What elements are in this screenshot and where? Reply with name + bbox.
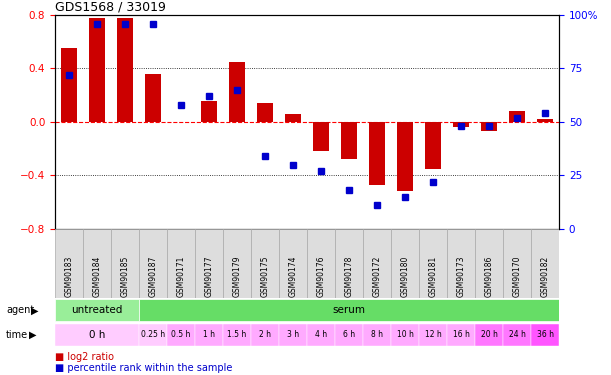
Text: GSM90184: GSM90184 (92, 255, 101, 297)
Bar (139, 324, 167, 346)
Bar (145, 74, 161, 122)
Bar (251, 229, 279, 298)
Bar (425, 122, 441, 169)
Text: GSM90175: GSM90175 (260, 255, 269, 297)
Text: GDS1568 / 33019: GDS1568 / 33019 (55, 1, 166, 14)
Bar (447, 229, 475, 298)
Text: ▶: ▶ (29, 330, 36, 340)
Bar (531, 324, 559, 346)
Bar (307, 229, 335, 298)
Text: time: time (6, 330, 28, 340)
Text: 0.25 h: 0.25 h (141, 330, 165, 339)
Bar (475, 229, 503, 298)
Bar (368, 122, 386, 184)
Bar (285, 114, 301, 122)
Bar (313, 122, 329, 151)
Text: GSM90181: GSM90181 (428, 255, 437, 297)
Bar (55, 324, 139, 346)
Text: agent: agent (6, 305, 34, 315)
Text: 2 h: 2 h (259, 330, 271, 339)
Text: serum: serum (332, 305, 365, 315)
Bar (419, 229, 447, 298)
Bar (83, 229, 111, 298)
Text: GSM90186: GSM90186 (485, 255, 494, 297)
Text: GSM90179: GSM90179 (233, 255, 241, 297)
Bar (503, 324, 531, 346)
Bar (195, 229, 223, 298)
Text: ■ percentile rank within the sample: ■ percentile rank within the sample (55, 363, 232, 373)
Bar (335, 324, 363, 346)
Text: 1 h: 1 h (203, 330, 215, 339)
Bar (111, 229, 139, 298)
Bar (229, 62, 246, 122)
Bar (167, 229, 195, 298)
Bar (55, 299, 139, 321)
Bar (167, 324, 195, 346)
Bar (223, 324, 251, 346)
Text: GSM90170: GSM90170 (513, 255, 522, 297)
Bar (363, 324, 391, 346)
Text: GSM90174: GSM90174 (288, 255, 298, 297)
Text: 8 h: 8 h (371, 330, 383, 339)
Text: GSM90180: GSM90180 (401, 255, 409, 297)
Text: GSM90172: GSM90172 (373, 255, 381, 297)
Text: GSM90173: GSM90173 (456, 255, 466, 297)
Bar (335, 229, 363, 298)
Text: GSM90178: GSM90178 (345, 255, 354, 297)
Bar (447, 324, 475, 346)
Bar (279, 229, 307, 298)
Bar (257, 103, 274, 122)
Text: 12 h: 12 h (425, 330, 441, 339)
Text: 3 h: 3 h (287, 330, 299, 339)
Bar (363, 229, 391, 298)
Bar (481, 122, 497, 131)
Bar (419, 324, 447, 346)
Bar (531, 229, 559, 298)
Text: 10 h: 10 h (397, 330, 414, 339)
Text: 0 h: 0 h (89, 330, 105, 340)
Bar (340, 122, 357, 159)
Bar (251, 324, 279, 346)
Bar (195, 324, 223, 346)
Text: GSM90171: GSM90171 (177, 255, 186, 297)
Bar (200, 100, 218, 122)
Bar (139, 299, 559, 321)
Text: GSM90177: GSM90177 (205, 255, 213, 297)
Text: ■ log2 ratio: ■ log2 ratio (55, 352, 114, 362)
Text: GSM90176: GSM90176 (316, 255, 326, 297)
Bar (503, 229, 531, 298)
Text: GSM90185: GSM90185 (120, 255, 130, 297)
Bar (508, 111, 525, 122)
Text: 16 h: 16 h (453, 330, 469, 339)
Text: 36 h: 36 h (536, 330, 554, 339)
Text: 20 h: 20 h (481, 330, 497, 339)
Bar (89, 18, 106, 122)
Bar (279, 324, 307, 346)
Text: 0.5 h: 0.5 h (171, 330, 191, 339)
Text: GSM90187: GSM90187 (148, 255, 158, 297)
Bar (391, 324, 419, 346)
Bar (536, 119, 554, 122)
Text: GSM90183: GSM90183 (65, 255, 73, 297)
Bar (475, 324, 503, 346)
Text: 4 h: 4 h (315, 330, 327, 339)
Bar (117, 18, 133, 122)
Text: untreated: untreated (71, 305, 123, 315)
Bar (307, 324, 335, 346)
Bar (60, 48, 78, 122)
Bar (223, 229, 251, 298)
Text: 1.5 h: 1.5 h (227, 330, 247, 339)
Bar (55, 229, 83, 298)
Text: 24 h: 24 h (508, 330, 525, 339)
Bar (453, 122, 469, 127)
Text: 6 h: 6 h (343, 330, 355, 339)
Bar (397, 122, 414, 191)
Bar (139, 229, 167, 298)
Text: ▶: ▶ (31, 305, 38, 315)
Bar (391, 229, 419, 298)
Text: GSM90182: GSM90182 (541, 255, 549, 297)
